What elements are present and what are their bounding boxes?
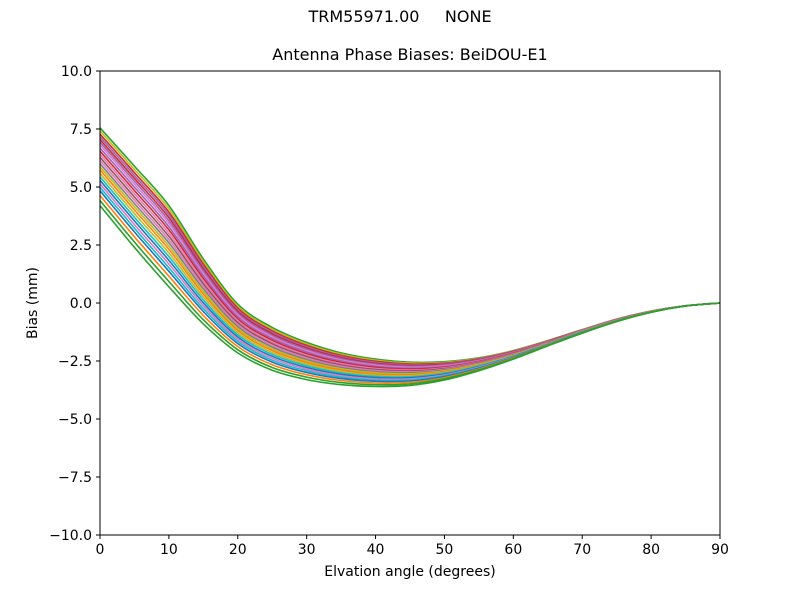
x-tick-label: 40 [367,542,385,558]
y-tick-label: −7.5 [58,470,92,486]
y-tick-label: 5.0 [70,180,92,196]
series-line [99,133,721,365]
x-tick-label: 60 [504,542,522,558]
y-tick-label: −10.0 [49,528,92,544]
series-line [99,138,721,367]
figure-suptitle: TRM55971.00 NONE [308,7,492,26]
x-tick-label: 30 [298,542,316,558]
x-tick-label: 50 [436,542,454,558]
x-tick-label: 0 [96,542,105,558]
series-line [99,136,721,366]
y-tick-label: −5.0 [58,412,92,428]
y-tick-label: 10.0 [61,64,92,80]
x-tick-label: 80 [642,542,660,558]
series-line [99,130,721,365]
y-tick-label: 2.5 [70,238,92,254]
y-tick-label: 0.0 [70,296,92,312]
x-axis-label: Elvation angle (degrees) [324,564,496,580]
chart-title: Antenna Phase Biases: BeiDOU-E1 [272,45,548,64]
series-line [99,205,721,388]
x-tick-label: 90 [711,542,729,558]
y-tick-label: 7.5 [70,122,92,138]
x-tick-label: 20 [229,542,247,558]
x-tick-label: 10 [160,542,178,558]
x-tick-label: 70 [573,542,591,558]
y-axis-label: Bias (mm) [25,266,41,340]
y-tick-label: −2.5 [58,354,92,370]
